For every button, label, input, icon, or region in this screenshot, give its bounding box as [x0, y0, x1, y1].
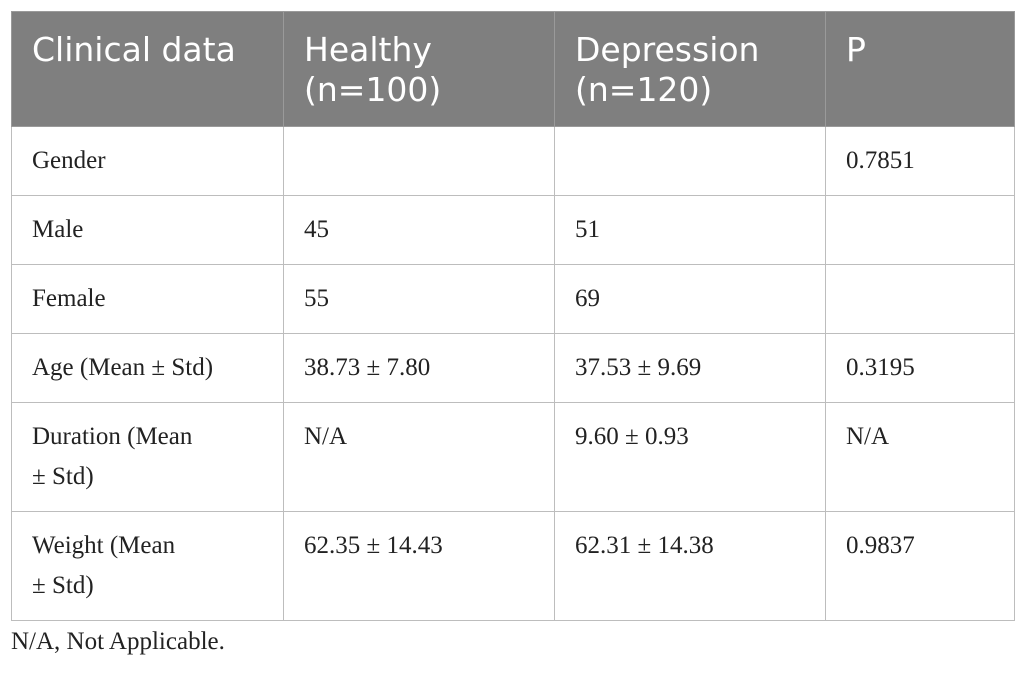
cell-p: N/A: [825, 402, 1015, 512]
cell-healthy: 62.35 ± 14.43: [283, 511, 555, 621]
cell-label: Female: [11, 264, 284, 334]
cell-p: [825, 264, 1015, 334]
cell-depression: 37.53 ± 9.69: [554, 333, 826, 403]
table-header-row: Clinical data Healthy (n=100) Depression…: [11, 11, 1015, 127]
header-healthy-line2: (n=100): [304, 70, 442, 109]
cell-healthy: 55: [283, 264, 555, 334]
cell-label: Age (Mean ± Std): [11, 333, 284, 403]
header-depression-line1: Depression: [575, 30, 760, 69]
header-depression: Depression (n=120): [554, 11, 826, 127]
header-healthy-line1: Healthy: [304, 30, 432, 69]
cell-healthy: [283, 126, 555, 196]
cell-depression: 51: [554, 195, 826, 265]
header-healthy: Healthy (n=100): [283, 11, 555, 127]
table-row-duration: Duration (Mean ± Std) N/A 9.60 ± 0.93 N/…: [11, 402, 1015, 512]
cell-depression: 62.31 ± 14.38: [554, 511, 826, 621]
clinical-data-table: Clinical data Healthy (n=100) Depression…: [11, 11, 1015, 621]
cell-label-line1: Weight (Mean: [32, 532, 176, 559]
clinical-data-table-container: Clinical data Healthy (n=100) Depression…: [11, 11, 1015, 621]
cell-label-line1: Duration (Mean: [32, 423, 193, 450]
table-row-weight: Weight (Mean ± Std) 62.35 ± 14.43 62.31 …: [11, 511, 1015, 621]
table-footnote: N/A, Not Applicable.: [11, 628, 225, 655]
header-p: P: [825, 11, 1015, 127]
cell-label: Duration (Mean ± Std): [11, 402, 284, 512]
cell-p: [825, 195, 1015, 265]
cell-label: Gender: [11, 126, 284, 196]
cell-label-line2: ± Std): [32, 463, 94, 490]
header-clinical-data: Clinical data: [11, 11, 284, 127]
cell-depression: 9.60 ± 0.93: [554, 402, 826, 512]
cell-healthy: 38.73 ± 7.80: [283, 333, 555, 403]
cell-label: Male: [11, 195, 284, 265]
table-row-male: Male 45 51: [11, 195, 1015, 265]
cell-label-line2: ± Std): [32, 572, 94, 599]
header-depression-line2: (n=120): [575, 70, 713, 109]
cell-healthy: N/A: [283, 402, 555, 512]
table-row-gender: Gender 0.7851: [11, 126, 1015, 196]
table-row-female: Female 55 69: [11, 264, 1015, 334]
cell-p: 0.3195: [825, 333, 1015, 403]
cell-p: 0.7851: [825, 126, 1015, 196]
cell-label: Weight (Mean ± Std): [11, 511, 284, 621]
cell-p: 0.9837: [825, 511, 1015, 621]
cell-healthy: 45: [283, 195, 555, 265]
header-p-label: P: [846, 30, 866, 69]
table-row-age: Age (Mean ± Std) 38.73 ± 7.80 37.53 ± 9.…: [11, 333, 1015, 403]
header-clinical-data-label: Clinical data: [32, 30, 236, 69]
cell-depression: [554, 126, 826, 196]
cell-depression: 69: [554, 264, 826, 334]
